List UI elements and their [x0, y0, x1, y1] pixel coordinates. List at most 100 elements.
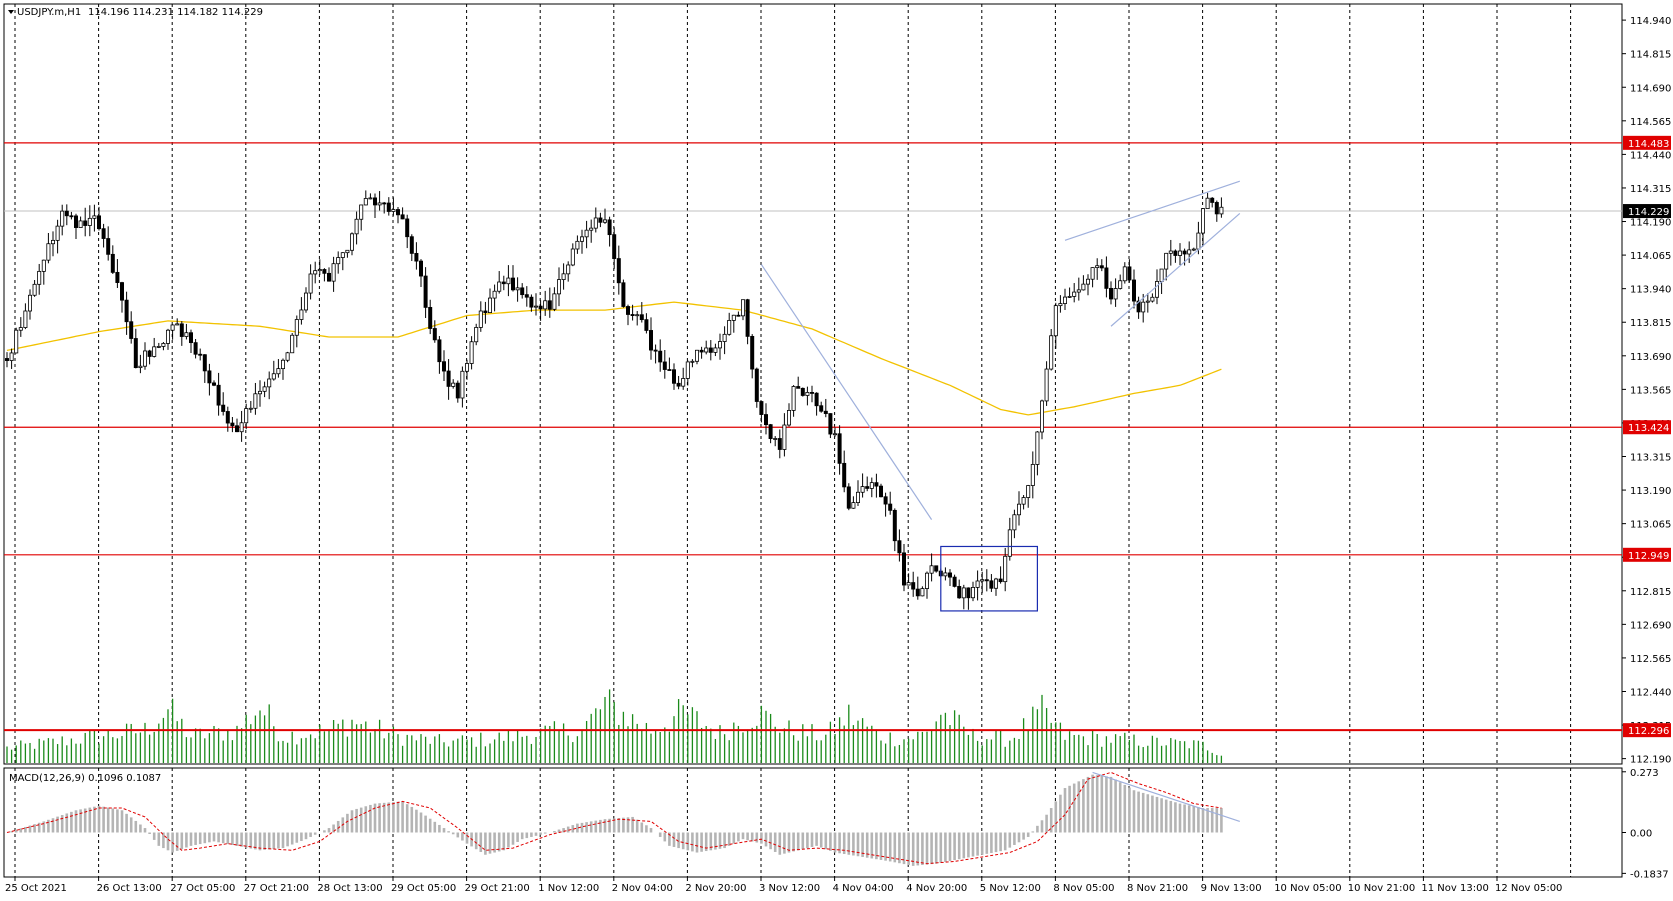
candle-body	[1141, 301, 1146, 313]
candle-body	[800, 387, 805, 396]
candle-body	[179, 323, 184, 337]
level-price-label: 112.949	[1628, 551, 1669, 562]
candle-body	[773, 438, 778, 440]
chart-objects	[760, 180, 1241, 612]
candle-body	[1086, 278, 1091, 285]
candle-body	[805, 392, 810, 396]
candle-body	[1090, 267, 1095, 280]
candle-body	[386, 202, 391, 212]
candle-body	[980, 579, 985, 582]
candle-body	[975, 580, 980, 588]
candle-body	[1214, 202, 1219, 215]
macd-panel[interactable]	[3, 767, 1623, 878]
candle-body	[271, 373, 276, 380]
candle-body	[925, 572, 930, 589]
candle-body	[879, 485, 884, 498]
candle-body	[414, 252, 419, 262]
candle-body	[267, 378, 272, 388]
candle-body	[115, 271, 120, 283]
candle-body	[561, 273, 566, 281]
price-tick-label: 113.190	[1630, 486, 1671, 497]
time-tick-label: 2 Nov 04:00	[612, 883, 673, 894]
time-axis: 25 Oct 2021 26 Oct 13:00 27 Oct 05:00 27 Oc…	[5, 877, 1562, 894]
time-tick-label: 27 Oct 21:00	[244, 883, 309, 894]
candle-body	[1058, 303, 1063, 307]
candle-body	[428, 306, 433, 329]
candle-body	[464, 363, 469, 372]
candle-body	[336, 257, 341, 265]
candle-body	[644, 319, 649, 331]
candle-body	[722, 333, 727, 342]
candle-body	[1127, 266, 1132, 281]
candle-body	[888, 503, 893, 511]
candle-body	[400, 214, 405, 220]
candle-body	[106, 238, 111, 255]
candle-body	[768, 424, 773, 439]
candle-body	[418, 260, 423, 277]
candle-body	[474, 327, 479, 343]
candle-body	[833, 433, 838, 436]
candle-body	[64, 210, 69, 217]
macd-tick-label: -0.1837	[1630, 869, 1669, 880]
candle-body	[699, 349, 704, 353]
time-tick-label: 28 Oct 13:00	[317, 883, 382, 894]
candle-body	[672, 369, 677, 384]
price-tick-label: 114.065	[1630, 251, 1671, 262]
time-tick-label: 29 Oct 21:00	[465, 883, 530, 894]
candle-body	[869, 482, 874, 489]
candle-body	[1150, 296, 1155, 302]
symbol-dropdown-icon[interactable]	[8, 10, 14, 14]
candle-body	[1109, 287, 1114, 300]
price-tick-label: 112.190	[1630, 755, 1671, 766]
candle-body	[1026, 485, 1031, 498]
candle-body	[681, 378, 686, 387]
time-tick-label: 26 Oct 13:00	[97, 883, 162, 894]
candle-body	[1122, 266, 1127, 282]
price-panel[interactable]	[3, 3, 1623, 765]
price-tick-label: 112.815	[1630, 587, 1671, 598]
candle-body	[796, 386, 801, 389]
candle-body	[552, 293, 557, 310]
candle-body	[510, 277, 515, 291]
candle-body	[18, 327, 23, 331]
candle-body	[920, 588, 925, 597]
candle-body	[262, 386, 267, 392]
candle-body	[46, 243, 51, 261]
candle-body	[372, 197, 377, 206]
candle-body	[727, 320, 732, 335]
level-price-label-bg	[1623, 420, 1671, 435]
candle-body	[584, 229, 589, 238]
candle-body	[764, 414, 769, 426]
candle-body	[101, 228, 106, 239]
candle-body	[846, 486, 851, 509]
macd-tick-label: 0.273	[1630, 768, 1659, 779]
candle-body	[667, 369, 672, 371]
candle-body	[460, 370, 465, 399]
candle-body	[120, 282, 125, 301]
candle-body	[1099, 265, 1104, 269]
candle-body	[175, 323, 180, 326]
candle-body	[957, 586, 962, 599]
candle-body	[736, 314, 741, 317]
candle-body	[566, 264, 571, 275]
candle-body	[731, 314, 736, 321]
time-tick-label: 2 Nov 20:00	[685, 883, 746, 894]
candle-body	[543, 300, 548, 310]
candle-body	[60, 210, 65, 227]
candle-body	[952, 576, 957, 587]
horizontal-levels	[4, 142, 1622, 732]
price-tick-label: 113.940	[1630, 285, 1671, 296]
candle-body	[331, 263, 336, 282]
candle-body	[906, 582, 911, 586]
candle-body	[1021, 497, 1026, 505]
candle-body	[216, 384, 221, 406]
candle-body	[83, 220, 88, 226]
time-tick-label: 5 Nov 12:00	[980, 883, 1041, 894]
candle-body	[1132, 279, 1137, 302]
candle-body	[874, 482, 879, 487]
candle-body	[515, 287, 520, 291]
candle-body	[391, 209, 396, 212]
candle-body	[1040, 400, 1045, 433]
